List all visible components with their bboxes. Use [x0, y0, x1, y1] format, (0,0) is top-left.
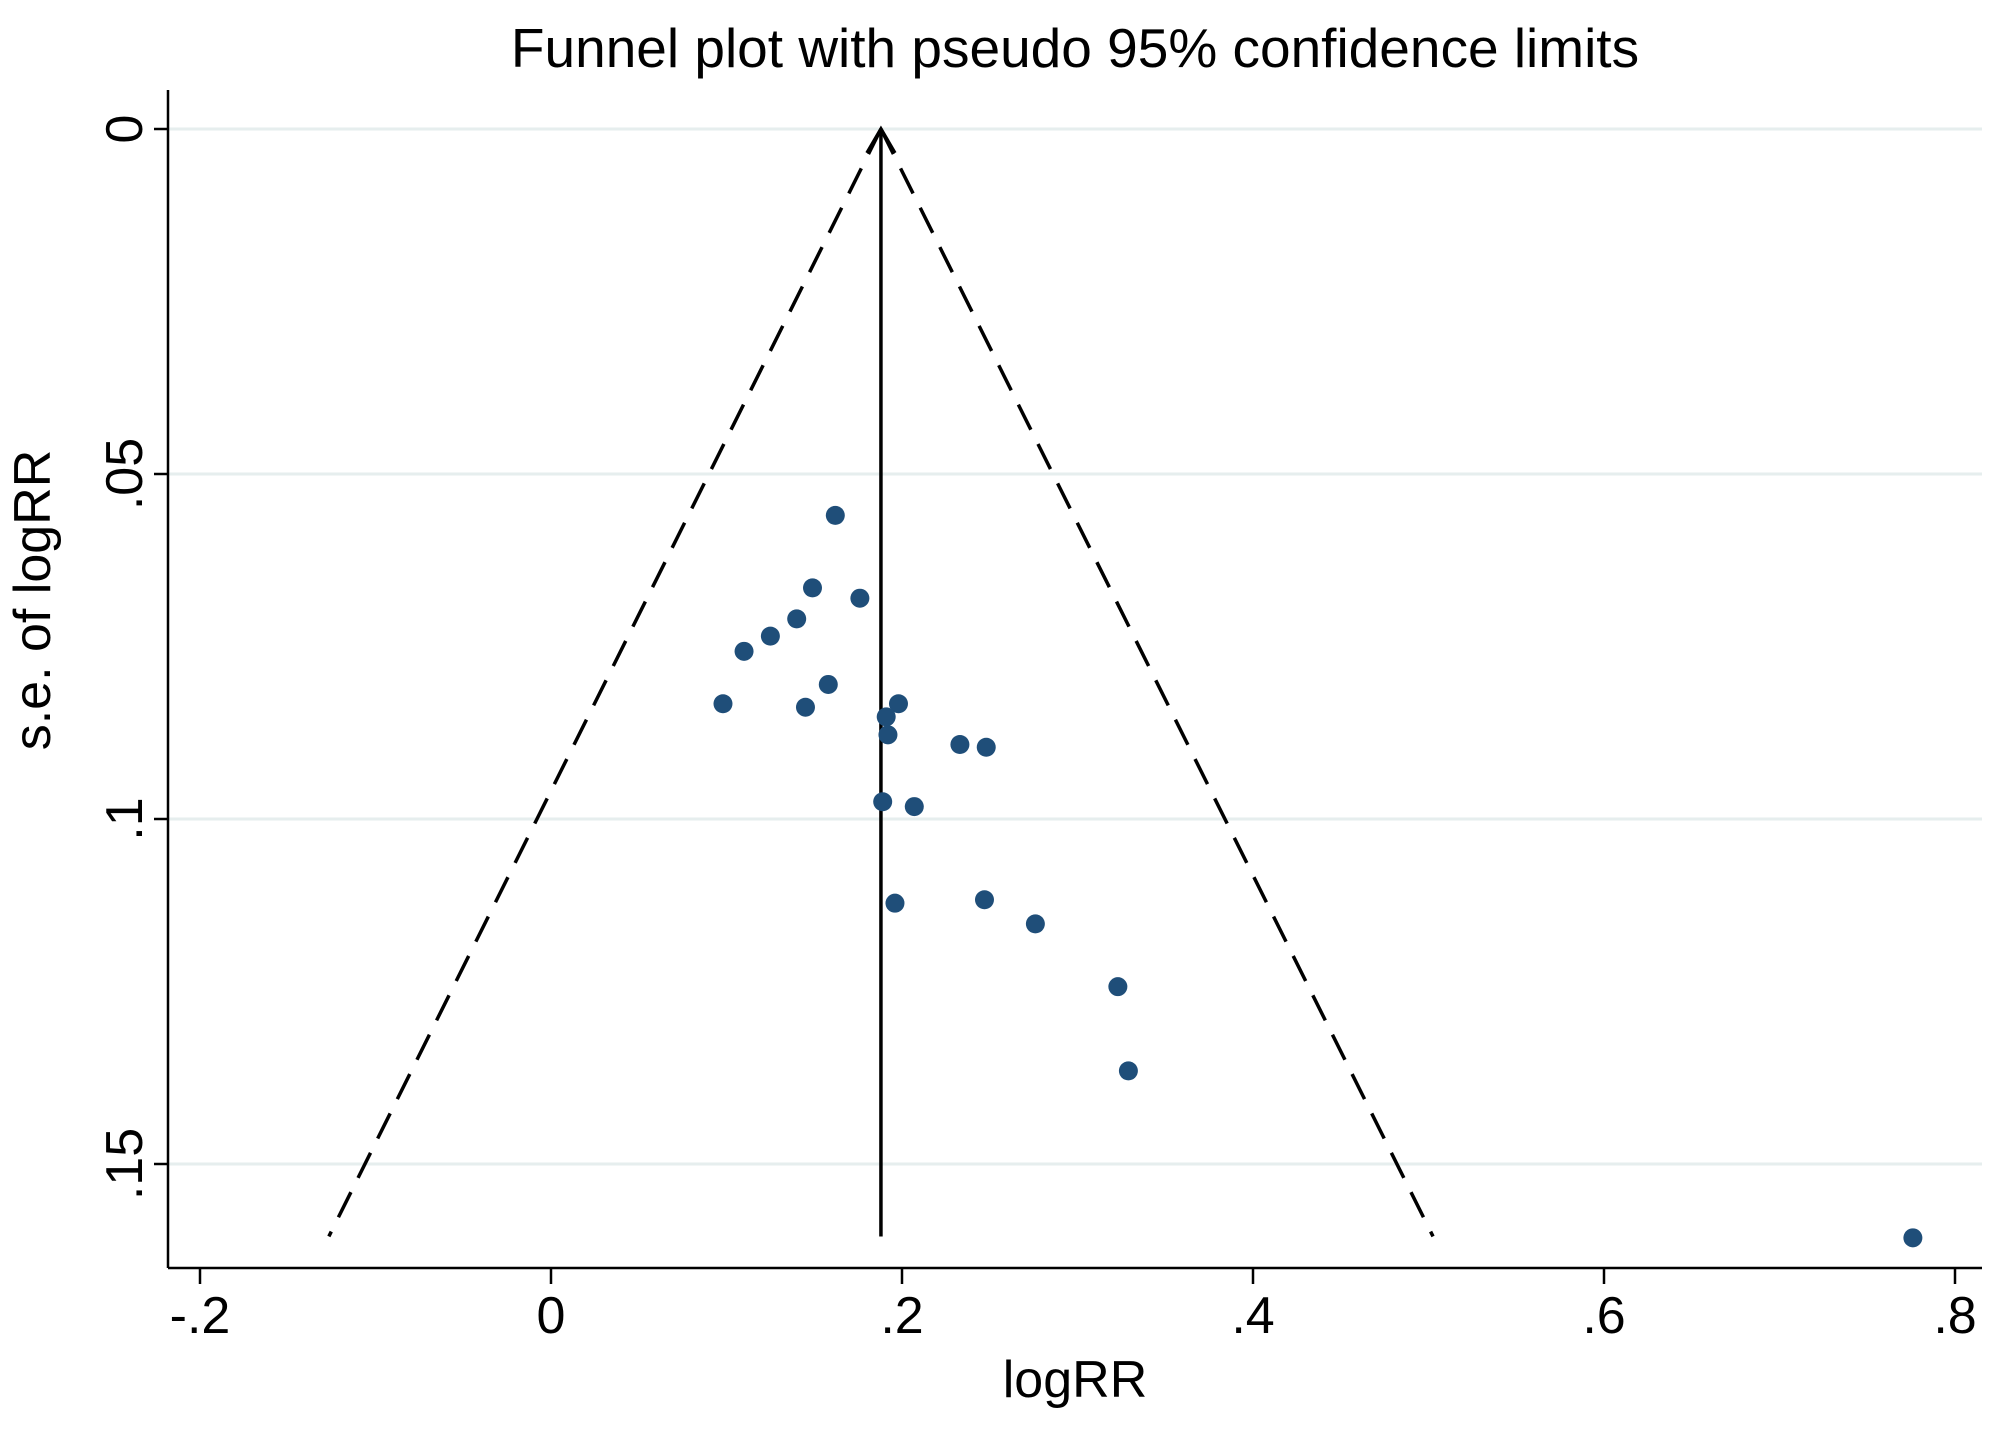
- data-point: [795, 697, 815, 717]
- data-point: [1025, 914, 1045, 934]
- data-point: [1903, 1228, 1923, 1248]
- data-point: [818, 674, 838, 694]
- data-point: [974, 890, 994, 910]
- y-tick-label: 0: [96, 115, 154, 144]
- data-point: [873, 792, 893, 812]
- upper-confidence-limit: [879, 128, 1435, 1238]
- data-point: [802, 578, 822, 598]
- data-point: [976, 737, 996, 757]
- y-tick-label: .05: [96, 438, 154, 510]
- data-point: [888, 694, 908, 714]
- gridlines: [168, 127, 1982, 1166]
- data-point: [878, 725, 898, 745]
- data-point: [713, 694, 733, 714]
- data-point: [850, 588, 870, 608]
- x-tick-label: -.2: [170, 1287, 231, 1345]
- data-points: [713, 505, 1923, 1248]
- data-point: [734, 641, 754, 661]
- data-point: [950, 734, 970, 754]
- data-point: [876, 707, 896, 727]
- chart-title: Funnel plot with pseudo 95% confidence l…: [511, 17, 1639, 79]
- data-point: [787, 609, 807, 629]
- data-point: [760, 626, 780, 646]
- y-tick-label: .15: [96, 1128, 154, 1200]
- x-tick-label: .6: [1582, 1287, 1625, 1345]
- y-tick-label: .1: [96, 797, 154, 840]
- data-point: [1108, 977, 1128, 997]
- pooled-estimate-arrowhead: [865, 125, 897, 154]
- x-tick-label: 0: [537, 1287, 566, 1345]
- data-point: [1118, 1061, 1138, 1081]
- x-tick-label: .2: [880, 1287, 923, 1345]
- x-tick-label: .4: [1231, 1287, 1274, 1345]
- y-axis-title: s.e. of logRR: [4, 450, 62, 751]
- lower-confidence-limit: [327, 128, 883, 1238]
- x-tick-label: .8: [1933, 1287, 1976, 1345]
- x-axis-title: logRR: [1003, 1351, 1148, 1409]
- axes: 0 .05 .1 .15 -.2 0 .2 .4 .6 .8: [96, 90, 1982, 1345]
- data-point: [904, 797, 924, 817]
- funnel-lines: [327, 125, 1435, 1238]
- data-point: [885, 893, 905, 913]
- data-point: [825, 505, 845, 525]
